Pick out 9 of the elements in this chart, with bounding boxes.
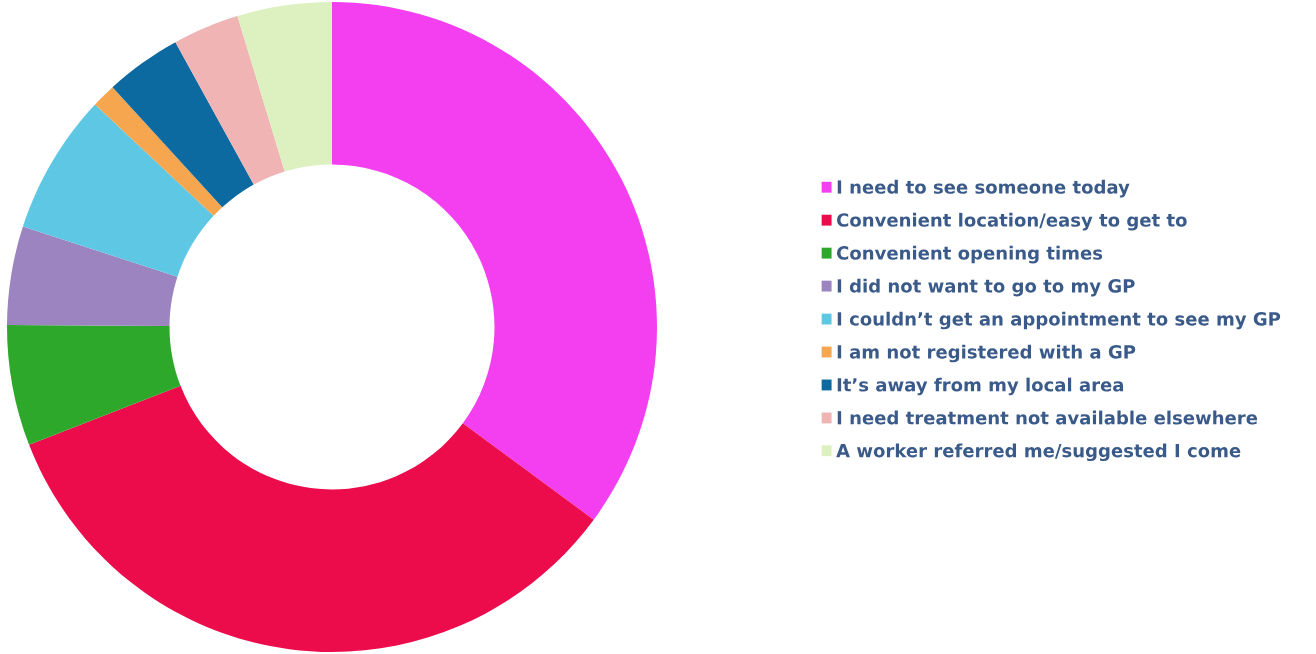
legend-label: Convenient opening times (836, 245, 1103, 264)
legend-label: I need treatment not available elsewhere (837, 410, 1258, 425)
legend-label: Convenient location/easy to get to (836, 212, 1187, 231)
legend-label: A worker referred me/suggested I come (836, 443, 1241, 462)
legend-label: I am not registered with a GP (837, 344, 1136, 363)
legend-label: I did not want to go to my GP (837, 278, 1135, 297)
legend-label: I couldn’t get an appointment to see my GP (837, 311, 1281, 330)
legend-label: I need to see someone today (837, 179, 1130, 198)
legend-label: It’s away from my local area (837, 377, 1124, 396)
